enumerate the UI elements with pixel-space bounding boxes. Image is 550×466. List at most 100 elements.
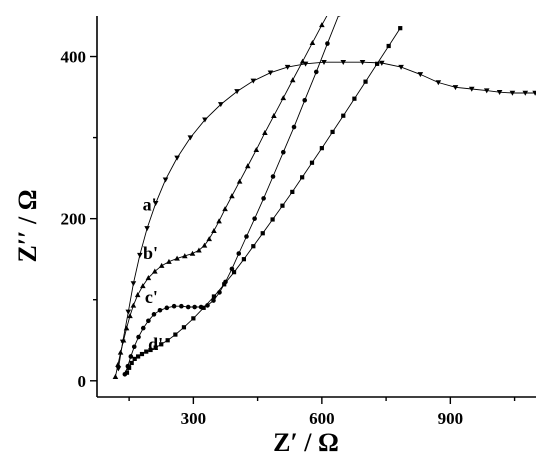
data-point-b xyxy=(206,236,213,242)
data-point-b xyxy=(262,129,268,135)
data-point-b xyxy=(201,242,208,248)
data-point-b xyxy=(244,163,251,169)
data-point-c xyxy=(261,196,266,201)
data-point-a xyxy=(162,177,169,183)
data-point-d xyxy=(341,113,346,118)
data-point-a xyxy=(340,59,347,66)
x-tick-label: 900 xyxy=(438,409,464,428)
y-axis-title: Z′′ / Ω xyxy=(13,189,42,262)
data-point-b xyxy=(328,7,334,12)
data-point-b xyxy=(280,95,287,101)
data-point-c xyxy=(325,41,330,46)
data-point-c xyxy=(179,303,184,309)
data-point-b xyxy=(117,349,124,355)
data-point-d xyxy=(139,351,145,357)
data-point-d xyxy=(260,231,265,236)
x-tick-label: 300 xyxy=(181,409,207,428)
data-point-a xyxy=(359,59,366,66)
data-point-d xyxy=(127,365,132,370)
axes: 300 600 900 0 200 400 xyxy=(61,16,536,428)
annotation-layer: a' b' c' d' xyxy=(143,195,164,354)
data-point-b xyxy=(189,250,196,256)
series-a xyxy=(115,59,536,372)
data-point-a xyxy=(187,135,194,141)
data-point-a xyxy=(417,72,424,78)
data-point-b xyxy=(229,193,235,199)
data-point-d xyxy=(144,349,149,354)
data-point-a xyxy=(152,201,159,207)
data-point-c xyxy=(211,298,216,303)
data-point-a xyxy=(522,90,529,96)
data-point-b xyxy=(134,292,141,298)
data-point-b xyxy=(127,313,133,319)
data-point-b xyxy=(319,22,325,28)
data-point-c xyxy=(136,334,141,340)
data-point-b xyxy=(309,39,316,45)
data-point-d xyxy=(375,61,380,66)
data-point-c xyxy=(157,307,163,313)
data-point-d xyxy=(300,175,305,180)
data-point-c xyxy=(171,303,177,309)
data-point-d xyxy=(290,189,295,195)
series-line-d xyxy=(126,27,401,373)
x-tick-label: 600 xyxy=(309,409,335,428)
data-point-a xyxy=(202,117,208,123)
data-point-d xyxy=(153,345,158,350)
data-point-b xyxy=(216,218,222,224)
data-point-d xyxy=(136,354,141,359)
y-tick-label: 0 xyxy=(78,372,87,391)
data-point-d xyxy=(251,244,256,249)
data-point-b xyxy=(289,77,296,83)
data-point-d xyxy=(124,370,130,375)
data-point-b xyxy=(158,262,165,268)
data-point-d xyxy=(270,217,275,222)
data-point-d xyxy=(280,203,285,208)
data-point-a xyxy=(217,102,224,108)
data-point-b xyxy=(174,255,180,261)
data-point-a xyxy=(483,88,490,94)
data-point-b xyxy=(152,268,158,274)
data-point-c xyxy=(236,251,242,256)
data-point-c xyxy=(140,325,146,331)
data-point-a xyxy=(509,90,516,96)
data-point-b xyxy=(145,275,152,281)
data-point-a xyxy=(137,252,143,258)
data-point-c xyxy=(164,305,170,311)
data-point-a xyxy=(379,60,385,66)
data-point-b xyxy=(120,337,127,343)
data-point-c xyxy=(128,354,134,359)
data-point-d xyxy=(231,270,237,275)
data-point-a xyxy=(144,226,150,232)
series-d xyxy=(124,26,403,375)
data-point-c xyxy=(270,174,276,179)
data-point-a xyxy=(452,85,459,91)
data-point-d xyxy=(165,338,170,343)
data-point-a xyxy=(174,155,180,161)
data-point-b xyxy=(130,302,137,308)
data-point-a xyxy=(398,64,404,70)
y-tick-label: 400 xyxy=(61,48,87,67)
data-point-b xyxy=(211,228,217,234)
data-point-a xyxy=(496,89,503,95)
data-point-c xyxy=(185,304,191,310)
series-c xyxy=(122,16,341,377)
series-layer xyxy=(112,7,536,379)
data-point-d xyxy=(222,282,227,287)
data-point-d xyxy=(211,294,217,299)
data-point-c xyxy=(131,344,137,350)
curve-label: a' xyxy=(143,195,157,215)
data-point-d xyxy=(181,325,187,330)
data-point-d xyxy=(173,332,178,337)
data-point-a xyxy=(435,80,442,86)
data-point-d xyxy=(132,356,137,361)
data-point-b xyxy=(236,178,243,184)
y-tick-label: 200 xyxy=(61,210,87,229)
data-point-d xyxy=(352,96,357,101)
x-axis-title: Z′ / Ω xyxy=(273,428,339,457)
data-point-b xyxy=(253,146,260,152)
data-point-c xyxy=(337,16,341,17)
data-point-a xyxy=(532,90,536,96)
data-point-c xyxy=(192,304,197,310)
data-point-b xyxy=(115,361,121,367)
